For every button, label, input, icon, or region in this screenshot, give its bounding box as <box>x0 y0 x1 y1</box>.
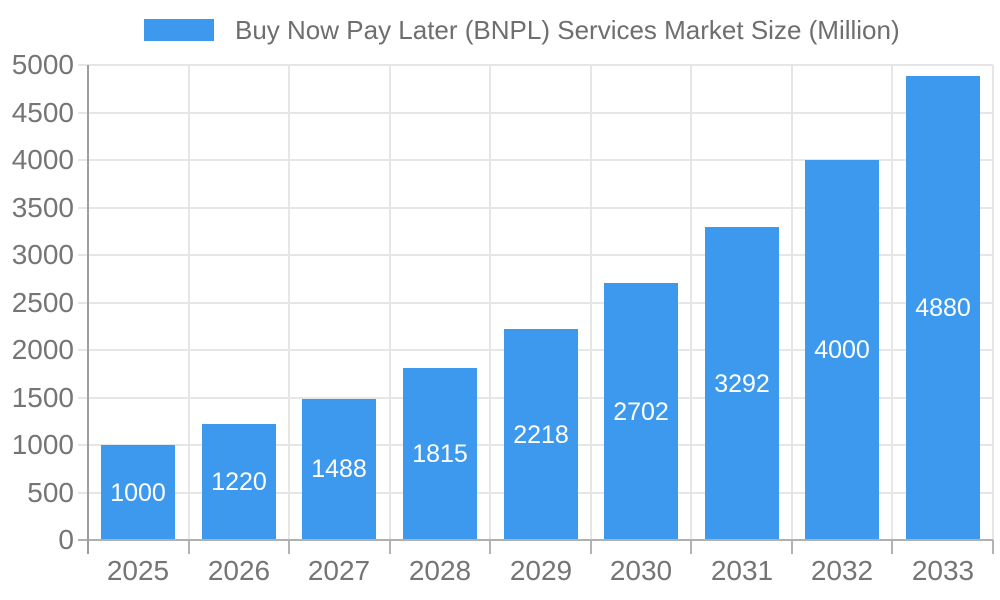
h-gridline <box>88 159 993 161</box>
x-axis-tick <box>489 540 491 554</box>
bar <box>906 76 980 540</box>
v-gridline <box>690 65 692 540</box>
x-axis-label: 2025 <box>106 555 170 586</box>
h-gridline <box>88 64 993 66</box>
v-gridline <box>791 65 793 540</box>
bar-value-label: 1815 <box>412 440 468 468</box>
y-axis-label: 4000 <box>11 144 74 175</box>
h-gridline <box>88 254 993 256</box>
bar <box>302 399 376 540</box>
y-axis-label: 1000 <box>11 429 74 460</box>
bar <box>202 424 276 540</box>
y-axis-tick <box>78 207 88 209</box>
bar-value-label: 1000 <box>110 479 166 507</box>
legend-label[interactable]: Buy Now Pay Later (BNPL) Services Market… <box>235 15 900 45</box>
bar <box>101 445 175 540</box>
x-axis-tick <box>590 540 592 554</box>
v-gridline <box>288 65 290 540</box>
bar <box>805 160 879 540</box>
bar-value-label: 4000 <box>814 336 870 364</box>
bar-value-label: 4880 <box>915 294 971 322</box>
x-axis-label: 2027 <box>307 555 371 586</box>
x-axis-label: 2030 <box>609 555 673 586</box>
y-axis-tick <box>78 349 88 351</box>
legend-swatch[interactable] <box>144 19 214 41</box>
h-gridline <box>88 207 993 209</box>
chart-legend: Buy Now Pay Later (BNPL) Services Market… <box>0 0 1000 60</box>
y-axis-tick <box>78 112 88 114</box>
y-axis-tick <box>78 254 88 256</box>
y-axis-label: 4500 <box>11 97 74 128</box>
y-axis-label: 5000 <box>11 49 74 80</box>
v-gridline <box>389 65 391 540</box>
y-axis-tick <box>78 397 88 399</box>
bar <box>504 329 578 540</box>
y-axis-label: 2000 <box>11 334 74 365</box>
x-axis-tick <box>791 540 793 554</box>
bar-value-label: 2218 <box>513 421 569 449</box>
x-axis-tick <box>992 540 994 554</box>
y-axis-tick <box>78 64 88 66</box>
x-axis-label: 2028 <box>408 555 472 586</box>
h-gridline <box>88 302 993 304</box>
x-axis-label: 2033 <box>911 555 975 586</box>
bar-value-label: 2702 <box>613 398 669 426</box>
y-axis-label: 1500 <box>11 382 74 413</box>
bar-value-label: 1220 <box>211 468 267 496</box>
bar-value-label: 1488 <box>311 455 367 483</box>
bar-value-label: 3292 <box>714 370 770 398</box>
v-gridline <box>590 65 592 540</box>
x-axis-label: 2032 <box>810 555 874 586</box>
y-axis-line <box>87 65 89 554</box>
y-axis-label: 0 <box>58 524 74 555</box>
x-axis-label: 2031 <box>710 555 774 586</box>
y-axis-tick <box>78 492 88 494</box>
y-axis-tick <box>78 302 88 304</box>
v-gridline <box>992 65 994 540</box>
h-gridline <box>88 112 993 114</box>
x-axis-label: 2026 <box>207 555 271 586</box>
y-axis-tick <box>78 444 88 446</box>
v-gridline <box>188 65 190 540</box>
x-axis-tick <box>891 540 893 554</box>
bar <box>705 227 779 540</box>
y-axis-label: 3000 <box>11 239 74 270</box>
v-gridline <box>489 65 491 540</box>
x-axis-tick <box>690 540 692 554</box>
bar <box>604 283 678 540</box>
x-axis-tick <box>389 540 391 554</box>
y-axis-label: 500 <box>27 477 74 508</box>
y-axis-label: 3500 <box>11 192 74 223</box>
bar <box>403 368 477 540</box>
x-axis-line <box>78 539 993 541</box>
v-gridline <box>891 65 893 540</box>
y-axis-label: 2500 <box>11 287 74 318</box>
x-axis-label: 2029 <box>509 555 573 586</box>
x-axis-tick <box>288 540 290 554</box>
y-axis-tick <box>78 159 88 161</box>
x-axis-tick <box>188 540 190 554</box>
